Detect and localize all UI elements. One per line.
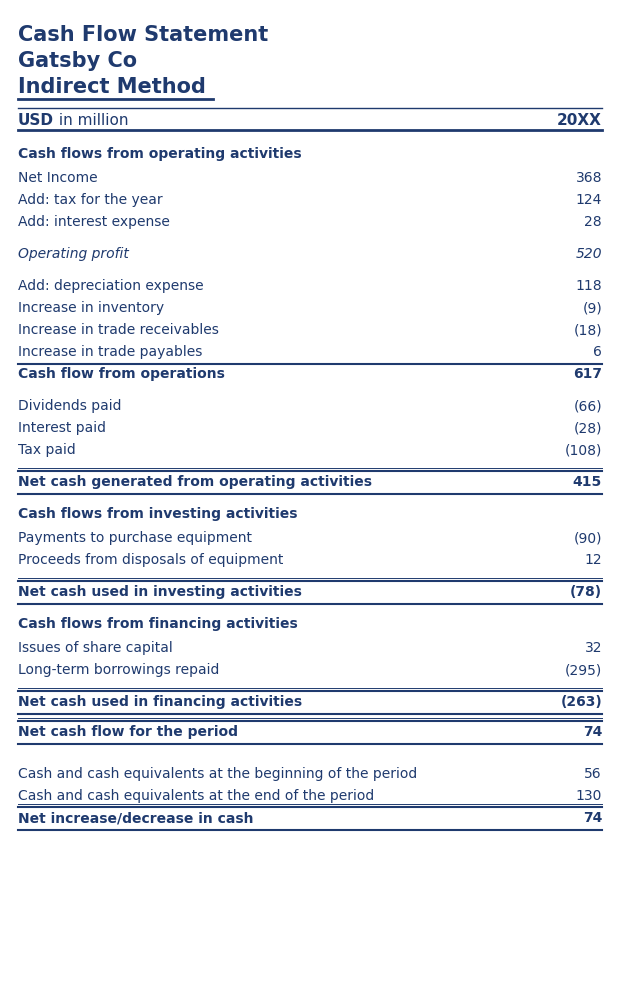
Text: Gatsby Co: Gatsby Co bbox=[18, 51, 137, 71]
Text: 56: 56 bbox=[585, 767, 602, 781]
Text: Increase in trade payables: Increase in trade payables bbox=[18, 345, 202, 359]
Text: (78): (78) bbox=[570, 585, 602, 599]
Text: Net increase/decrease in cash: Net increase/decrease in cash bbox=[18, 811, 254, 825]
Text: Net cash used in investing activities: Net cash used in investing activities bbox=[18, 585, 302, 599]
Text: Cash flows from operating activities: Cash flows from operating activities bbox=[18, 147, 301, 161]
Text: (9): (9) bbox=[582, 301, 602, 315]
Text: 520: 520 bbox=[575, 247, 602, 261]
Text: Proceeds from disposals of equipment: Proceeds from disposals of equipment bbox=[18, 553, 283, 567]
Text: Indirect Method: Indirect Method bbox=[18, 77, 206, 97]
Text: (18): (18) bbox=[574, 323, 602, 337]
Text: 32: 32 bbox=[585, 641, 602, 655]
Text: (90): (90) bbox=[574, 531, 602, 545]
Text: Issues of share capital: Issues of share capital bbox=[18, 641, 173, 655]
Text: 28: 28 bbox=[585, 215, 602, 229]
Text: Interest paid: Interest paid bbox=[18, 421, 106, 435]
Text: 368: 368 bbox=[575, 171, 602, 185]
Text: (263): (263) bbox=[560, 695, 602, 709]
Text: (28): (28) bbox=[574, 421, 602, 435]
Text: 20XX: 20XX bbox=[557, 113, 602, 128]
Text: 617: 617 bbox=[573, 367, 602, 381]
Text: 74: 74 bbox=[583, 725, 602, 739]
Text: Cash and cash equivalents at the beginning of the period: Cash and cash equivalents at the beginni… bbox=[18, 767, 417, 781]
Text: Net cash flow for the period: Net cash flow for the period bbox=[18, 725, 238, 739]
Text: 12: 12 bbox=[585, 553, 602, 567]
Text: Add: tax for the year: Add: tax for the year bbox=[18, 193, 162, 207]
Text: Increase in inventory: Increase in inventory bbox=[18, 301, 164, 315]
Text: Cash flows from financing activities: Cash flows from financing activities bbox=[18, 617, 298, 631]
Text: Cash flow from operations: Cash flow from operations bbox=[18, 367, 225, 381]
Text: Long-term borrowings repaid: Long-term borrowings repaid bbox=[18, 663, 219, 677]
Text: USD: USD bbox=[18, 113, 54, 128]
Text: Cash flows from investing activities: Cash flows from investing activities bbox=[18, 507, 298, 521]
Text: Net cash generated from operating activities: Net cash generated from operating activi… bbox=[18, 475, 372, 489]
Text: 6: 6 bbox=[593, 345, 602, 359]
Text: Add: depreciation expense: Add: depreciation expense bbox=[18, 279, 203, 293]
Text: in million: in million bbox=[54, 113, 128, 128]
Text: 130: 130 bbox=[575, 789, 602, 803]
Text: (66): (66) bbox=[574, 399, 602, 413]
Text: Net Income: Net Income bbox=[18, 171, 97, 185]
Text: Operating profit: Operating profit bbox=[18, 247, 129, 261]
Text: Cash Flow Statement: Cash Flow Statement bbox=[18, 25, 268, 45]
Text: (108): (108) bbox=[565, 443, 602, 457]
Text: 118: 118 bbox=[575, 279, 602, 293]
Text: 74: 74 bbox=[583, 811, 602, 825]
Text: Tax paid: Tax paid bbox=[18, 443, 76, 457]
Text: 124: 124 bbox=[575, 193, 602, 207]
Text: Add: interest expense: Add: interest expense bbox=[18, 215, 170, 229]
Text: Net cash used in financing activities: Net cash used in financing activities bbox=[18, 695, 302, 709]
Text: Dividends paid: Dividends paid bbox=[18, 399, 122, 413]
Text: Payments to purchase equipment: Payments to purchase equipment bbox=[18, 531, 252, 545]
Text: Cash and cash equivalents at the end of the period: Cash and cash equivalents at the end of … bbox=[18, 789, 374, 803]
Text: 415: 415 bbox=[573, 475, 602, 489]
Text: Increase in trade receivables: Increase in trade receivables bbox=[18, 323, 219, 337]
Text: (295): (295) bbox=[565, 663, 602, 677]
